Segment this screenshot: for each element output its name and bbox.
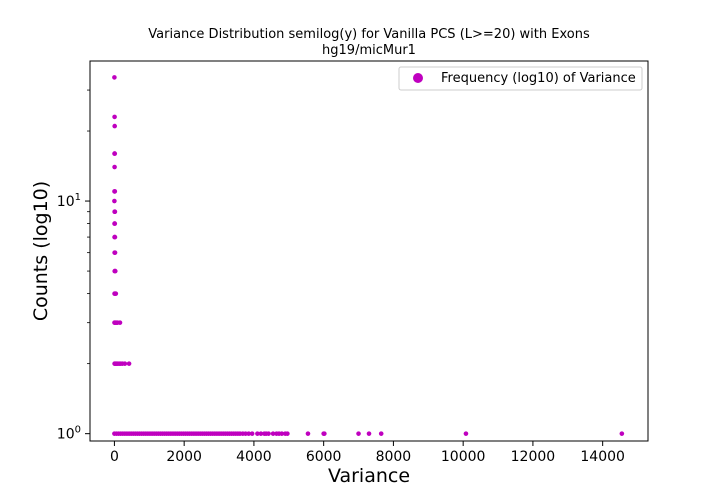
data-point [285, 431, 290, 436]
data-point [255, 431, 260, 436]
data-point [112, 234, 118, 240]
x-tick-label: 10000 [441, 449, 486, 465]
y-tick-label: 100 [57, 425, 81, 443]
data-point [112, 250, 118, 255]
data-point [266, 431, 271, 436]
x-tick-label: 14000 [580, 449, 625, 465]
chart-subtitle: hg19/micMur1 [322, 43, 416, 58]
data-point [366, 431, 372, 436]
data-point [246, 431, 251, 436]
scatter-points [112, 75, 625, 436]
data-point [112, 114, 117, 120]
legend-frame [398, 66, 643, 91]
x-tick-label: 2000 [166, 449, 202, 465]
x-tick-label: 12000 [511, 449, 556, 465]
data-point [463, 431, 469, 436]
data-point [322, 431, 327, 436]
data-point [126, 361, 132, 366]
x-tick-label: 6000 [306, 449, 342, 465]
data-point [112, 198, 117, 204]
y-axis-label: Counts (log10) [30, 181, 52, 321]
data-point [112, 123, 117, 129]
data-point [112, 268, 118, 274]
x-tick-label: 8000 [376, 449, 412, 465]
data-point [112, 189, 118, 194]
data-point [112, 221, 118, 226]
y-tick-label: 101 [57, 192, 81, 210]
data-point [112, 75, 117, 80]
data-point [113, 291, 119, 296]
data-point [305, 431, 311, 436]
data-point [112, 164, 117, 170]
chart-title: Variance Distribution semilog(y) for Van… [148, 27, 590, 42]
data-point [249, 431, 255, 436]
plot-frame [89, 60, 649, 442]
data-point [378, 431, 384, 436]
legend: Frequency (log10) of Variance [398, 66, 643, 91]
data-point [258, 431, 264, 436]
legend-marker [413, 73, 423, 83]
data-point [279, 431, 285, 436]
x-axis-label: Variance [328, 465, 410, 487]
x-tick-label: 4000 [236, 449, 272, 465]
data-point [356, 431, 361, 436]
data-point [112, 209, 118, 214]
data-point [619, 431, 625, 436]
data-point [122, 361, 128, 366]
data-point [270, 431, 276, 436]
data-point [117, 320, 123, 325]
data-point [112, 151, 118, 156]
axis-ticks: 0 2000 4000 6000 8000 10000 12000 14000 100 101 [57, 89, 625, 465]
x-tick-label: 0 [110, 449, 119, 465]
legend-label: Frequency (log10) of Variance [441, 71, 636, 86]
